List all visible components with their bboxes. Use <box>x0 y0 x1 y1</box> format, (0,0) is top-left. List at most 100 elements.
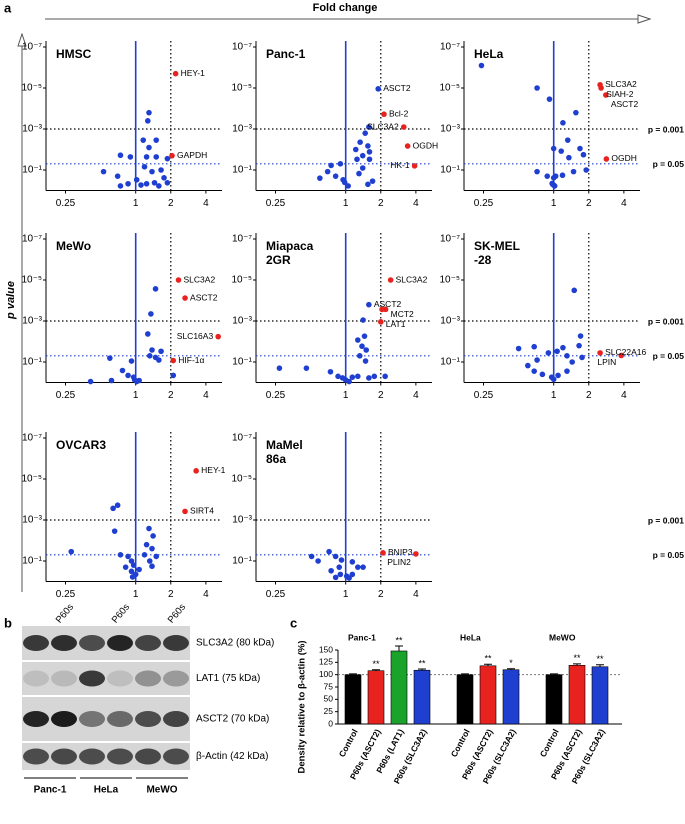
panel-label: a <box>4 0 12 15</box>
x-tick-label: 0.25 <box>266 390 286 401</box>
data-point <box>550 145 557 152</box>
x-tick-label: 1 <box>343 589 349 600</box>
data-point <box>355 373 361 380</box>
blot-strip <box>22 626 190 660</box>
x-tick-label: 1 <box>551 198 557 209</box>
x-tick-label: 0.25 <box>474 390 494 401</box>
panel-title: Miapaca <box>266 239 314 253</box>
y-tick-label: 10⁻¹ <box>232 165 252 176</box>
data-point <box>141 164 148 170</box>
group-label: MeWO <box>549 632 576 642</box>
blot-band <box>107 635 133 651</box>
error-bar <box>418 668 426 671</box>
data-point <box>573 109 579 116</box>
y-tick-label: 10⁻¹ <box>22 165 42 176</box>
data-point <box>546 96 553 102</box>
bar <box>413 669 431 725</box>
x-tick-label: 0.25 <box>266 198 286 209</box>
y-tick-label: 50 <box>324 694 334 704</box>
data-point <box>555 372 561 379</box>
error-bar <box>507 668 515 670</box>
significance: ** <box>395 635 403 645</box>
data-point <box>569 359 575 365</box>
data-point <box>125 372 131 379</box>
data-point <box>349 571 356 578</box>
data-point <box>534 85 540 91</box>
blot-band <box>51 711 77 727</box>
data-point <box>146 144 152 151</box>
cell-line-label: Panc-1 <box>34 785 67 796</box>
x-tick-label: 4 <box>203 390 209 401</box>
point-label: ASCT2 <box>374 299 402 309</box>
data-point <box>355 564 361 570</box>
x-tick-label: 1 <box>551 390 557 401</box>
data-point <box>597 350 603 356</box>
data-point <box>544 173 551 179</box>
data-point <box>365 181 371 188</box>
volcano-plot: 10⁻⁷ 10⁻⁵ 10⁻³ 10⁻¹ 0.25 1 2 4 MeWo SLC3A2 ASCT2 SL… <box>21 233 222 401</box>
blot-band <box>163 635 189 651</box>
group-label: Panc-1 <box>348 632 376 642</box>
threshold-label: p = 0.001 <box>648 124 684 134</box>
x-tick-label: 0.25 <box>56 390 76 401</box>
data-point <box>349 374 356 380</box>
y-tick-label: 10⁻⁵ <box>439 83 460 94</box>
data-point <box>545 350 552 356</box>
y-tick-label: 150 <box>319 644 333 654</box>
error-bar <box>395 645 403 651</box>
data-point <box>125 553 131 560</box>
data-point <box>354 156 360 163</box>
data-point <box>164 179 171 186</box>
threshold-label: p = 0.05 <box>653 351 685 361</box>
panel-title: SK-MEL <box>474 239 520 253</box>
y-tick-label: 10⁻⁵ <box>21 83 42 94</box>
y-tick-label: 10⁻⁷ <box>22 234 42 245</box>
band-label: ASCT2 (70 kDa) <box>196 714 269 725</box>
point-label: SIRT4 <box>190 506 214 516</box>
data-point <box>411 163 418 169</box>
x-tick-label: 0.25 <box>56 198 76 209</box>
data-point <box>117 152 124 159</box>
y-tick-label: 10⁻³ <box>232 316 252 327</box>
data-point <box>332 173 339 179</box>
y-tick-label: 10⁻³ <box>232 515 252 526</box>
data-point <box>359 165 366 171</box>
significance: ** <box>573 653 581 663</box>
cell-line-label: MeWO <box>146 785 177 796</box>
bar <box>479 665 497 725</box>
x-tick-label: 2 <box>378 589 384 600</box>
y-tick-label: 10⁻⁵ <box>231 83 252 94</box>
data-point <box>143 154 150 160</box>
data-point <box>145 331 151 337</box>
threshold-label: p = 0.001 <box>648 316 684 326</box>
data-point <box>100 168 107 175</box>
x-tick-label: 4 <box>203 589 209 600</box>
y-tick-label: 0 <box>328 718 333 728</box>
x-tick-label: 0.25 <box>56 589 76 600</box>
data-point <box>404 143 411 149</box>
data-point <box>153 154 160 160</box>
data-point <box>534 357 540 363</box>
data-point <box>122 564 129 570</box>
data-point <box>413 551 419 557</box>
error-bar <box>573 663 581 666</box>
data-point <box>352 146 359 153</box>
significance: ** <box>596 654 604 664</box>
data-point <box>335 373 341 380</box>
axis-title: p value <box>5 281 17 320</box>
data-point <box>579 354 585 361</box>
data-point <box>381 111 387 118</box>
data-point <box>359 343 365 350</box>
data-point <box>366 124 372 130</box>
data-point <box>366 156 373 163</box>
x-tick-label: 2 <box>378 198 384 209</box>
blot-band <box>51 635 77 651</box>
blot-band <box>23 748 49 765</box>
point-label: OGDH <box>413 140 439 150</box>
y-tick-label: 10⁻⁷ <box>232 234 252 245</box>
data-point <box>182 295 188 301</box>
data-point <box>583 167 589 173</box>
y-tick-label: 10⁻⁵ <box>231 474 252 485</box>
axis-title: Fold change <box>313 2 378 14</box>
data-point <box>377 319 384 325</box>
